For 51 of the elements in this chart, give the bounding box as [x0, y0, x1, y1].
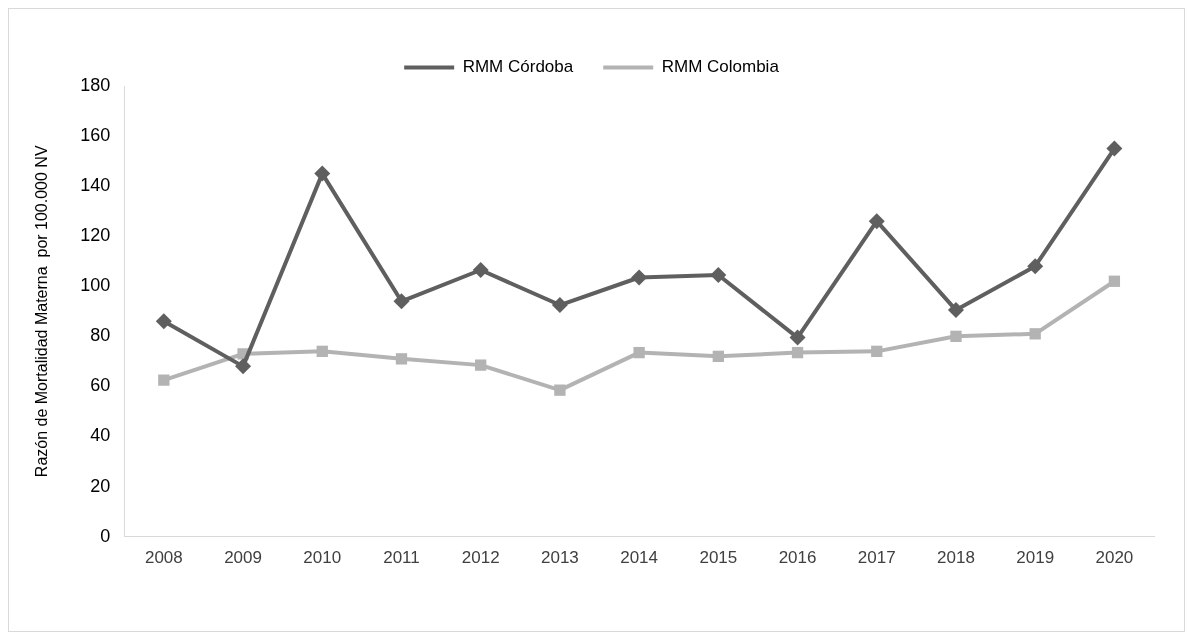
x-tick-label: 2011 [383, 548, 420, 568]
point [712, 350, 724, 363]
y-tick-label: 0 [100, 525, 111, 546]
point [789, 329, 806, 346]
point [475, 359, 487, 371]
legend-label: RMM Córdoba [462, 57, 574, 77]
x-tick-label: 2014 [620, 548, 659, 568]
point [554, 384, 566, 396]
point [472, 262, 489, 278]
point [633, 346, 645, 359]
point [1029, 328, 1041, 340]
x-tick-label: 2013 [540, 548, 579, 568]
point [950, 330, 962, 342]
x-tick-label: 2019 [1016, 548, 1055, 568]
point [314, 165, 331, 182]
y-tick-label: 140 [80, 175, 111, 196]
point [393, 293, 410, 310]
x-tick-label: 2009 [224, 548, 262, 568]
point [871, 345, 883, 358]
point [158, 374, 170, 386]
x-tick-label: 2018 [937, 548, 975, 568]
x-tick-label: 2020 [1095, 548, 1134, 568]
point [1027, 258, 1044, 275]
point [551, 297, 568, 314]
point [710, 267, 727, 283]
y-tick-label: 20 [90, 475, 111, 496]
point [395, 353, 408, 365]
point [316, 345, 328, 358]
legend-label: RMM Colombia [661, 57, 780, 77]
y-axis-title: Razón de Mortalidad Materna por 100.000 NV [33, 145, 51, 478]
point [1108, 275, 1121, 287]
point [1106, 140, 1123, 157]
y-tick-label: 80 [90, 325, 111, 346]
point [791, 346, 804, 359]
x-tick-label: 2015 [699, 548, 738, 568]
x-tick-label: 2008 [144, 548, 183, 568]
y-tick-label: 40 [90, 425, 111, 446]
y-tick-label: 60 [90, 375, 111, 396]
point [235, 358, 252, 375]
x-tick-label: 2017 [857, 548, 896, 568]
y-tick-label: 120 [80, 225, 111, 246]
y-tick-label: 160 [80, 125, 111, 146]
x-tick-label: 2016 [778, 548, 817, 568]
point [868, 213, 885, 230]
point [631, 269, 648, 286]
y-tick-label: 100 [80, 275, 111, 296]
point [947, 302, 964, 319]
point [155, 313, 172, 330]
y-tick-label: 180 [80, 74, 111, 95]
x-tick-label: 2010 [303, 548, 342, 568]
x-tick-label: 2012 [461, 548, 500, 568]
